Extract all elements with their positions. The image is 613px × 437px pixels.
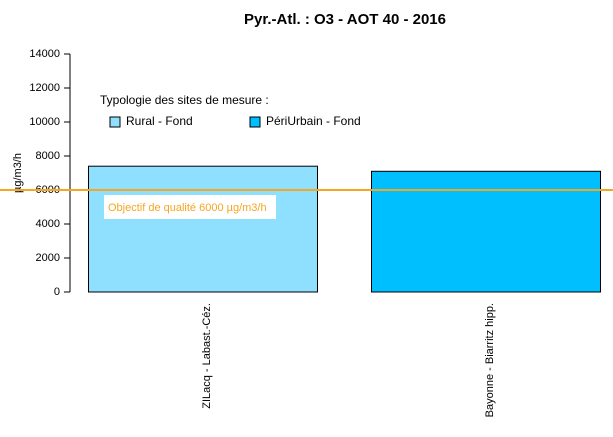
bar bbox=[371, 170, 601, 293]
y-axis-label: µg/m3/h bbox=[12, 153, 24, 193]
legend-title: Typologie des sites de mesure : bbox=[100, 93, 269, 107]
y-tick-label: 8000 bbox=[36, 150, 60, 162]
x-tick-label: ZILacq - Labast.-Céz. bbox=[201, 303, 213, 409]
legend-label: PériUrbain - Fond bbox=[266, 114, 361, 128]
y-tick-label: 14000 bbox=[29, 48, 60, 60]
y-tick-label: 10000 bbox=[29, 116, 60, 128]
bar bbox=[88, 165, 318, 293]
y-tick-label: 2000 bbox=[36, 252, 60, 264]
y-tick-label: 0 bbox=[54, 286, 60, 298]
legend-label: Rural - Fond bbox=[126, 114, 193, 128]
legend-swatch bbox=[249, 116, 261, 128]
y-tick-label: 4000 bbox=[36, 218, 60, 230]
chart-title: Pyr.-Atl. : O3 - AOT 40 - 2016 bbox=[244, 11, 446, 28]
annotation-box bbox=[104, 195, 276, 219]
legend-swatch bbox=[109, 116, 121, 128]
y-tick-label: 12000 bbox=[29, 82, 60, 94]
x-tick-label: Bayonne - Biarritz hipp. bbox=[484, 303, 496, 417]
reference-label: Objectif de qualité 6000 µg/m3/h bbox=[108, 202, 267, 214]
